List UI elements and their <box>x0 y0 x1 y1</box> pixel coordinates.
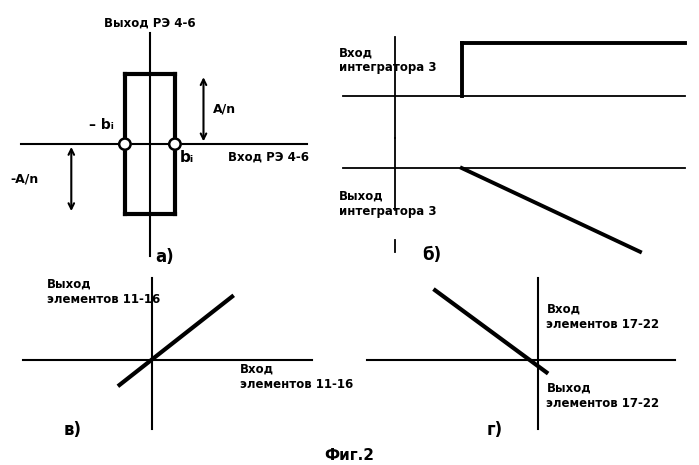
Text: Вход РЭ 4-6: Вход РЭ 4-6 <box>229 150 310 163</box>
Text: г): г) <box>487 421 503 438</box>
Text: б): б) <box>422 246 442 264</box>
Text: -A/n: -A/n <box>10 173 39 186</box>
Text: Вход
интегратора 3: Вход интегратора 3 <box>339 46 437 74</box>
Circle shape <box>119 139 131 150</box>
Text: Выход РЭ 4-6: Выход РЭ 4-6 <box>104 16 196 29</box>
Text: bᵢ: bᵢ <box>180 150 194 165</box>
Text: а): а) <box>155 248 173 266</box>
Text: Фиг.2: Фиг.2 <box>324 448 375 463</box>
Text: Выход
элементов 17-22: Выход элементов 17-22 <box>547 382 660 410</box>
Text: Вход
элементов 17-22: Вход элементов 17-22 <box>547 303 660 331</box>
Circle shape <box>169 139 180 150</box>
Text: Вход
элементов 11-16: Вход элементов 11-16 <box>240 363 354 391</box>
Text: в): в) <box>63 421 81 438</box>
Text: Выход
элементов 11-16: Выход элементов 11-16 <box>48 278 161 306</box>
Text: Выход
интегратора 3: Выход интегратора 3 <box>339 190 437 218</box>
Text: – bᵢ: – bᵢ <box>89 118 114 132</box>
Text: A/n: A/n <box>212 103 236 116</box>
